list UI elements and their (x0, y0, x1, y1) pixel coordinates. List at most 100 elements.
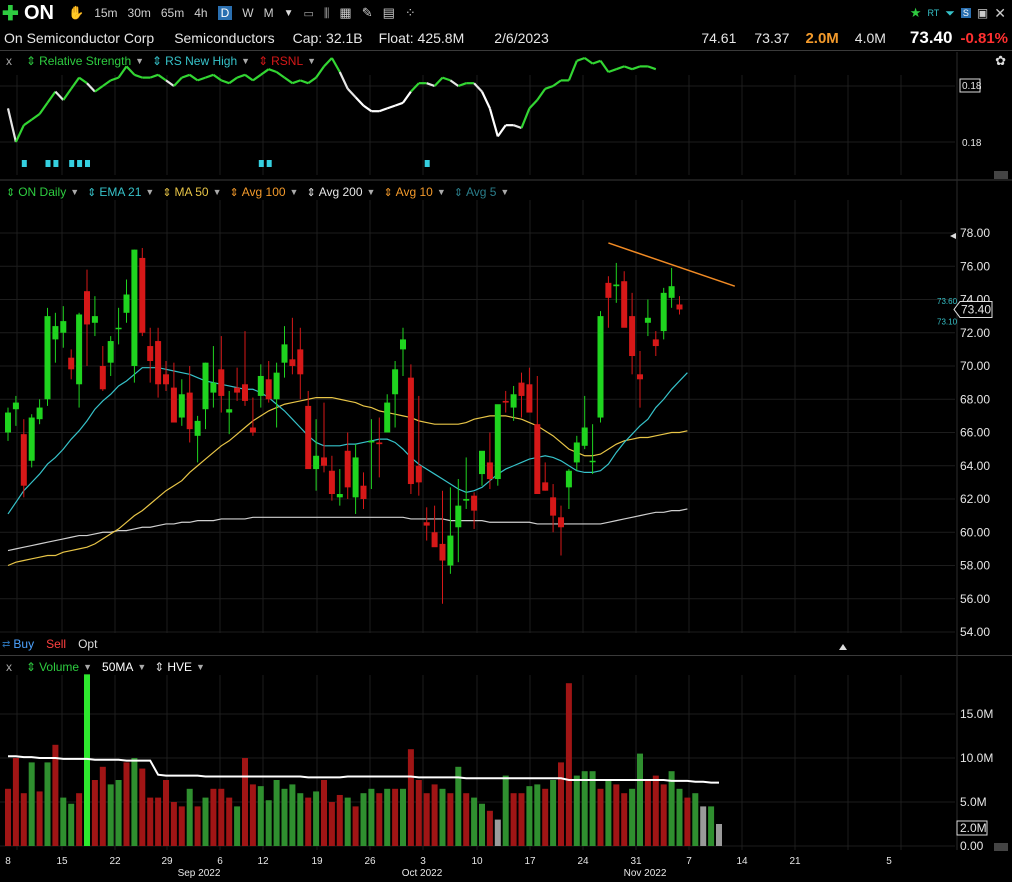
scroll-right-button[interactable] (994, 171, 1008, 179)
interval-W[interactable]: W (242, 6, 254, 20)
price-indicator-label[interactable]: EMA 21 (99, 185, 142, 199)
tv-icon[interactable]: ▭ (303, 7, 314, 20)
interval-M[interactable]: M (263, 6, 274, 20)
candle-body (581, 427, 588, 446)
candle-body (510, 394, 517, 408)
rs-new-high-marker (45, 160, 51, 167)
price-indicator-label[interactable]: ON Daily (18, 185, 67, 199)
interval-dropdown-icon[interactable]: ▼ (283, 7, 294, 19)
candle-body (400, 339, 406, 350)
interval-D[interactable]: D (217, 6, 233, 20)
price-panel-header: ⇕ ON Daily ▼ ⇕ EMA 21 ▼ ⇕ MA 50 ▼ ⇕ Avg 100 ▼ ⇕ Avg 2… (0, 184, 1012, 200)
rs-new-high-marker (258, 160, 264, 167)
close-icon[interactable]: ✕ (994, 4, 1006, 21)
palette-icon[interactable]: ✿ (995, 53, 1006, 68)
chevron-down-icon[interactable]: ▼ (366, 187, 376, 197)
interval-15m[interactable]: 15m (94, 6, 118, 20)
volume-current-tag-label: 2.0M (960, 821, 987, 835)
volume-bar (637, 753, 643, 846)
rs-label[interactable]: Relative Strength (39, 54, 132, 68)
sell-button[interactable]: Sell (46, 637, 67, 651)
volume-ma-label[interactable]: 50MA (102, 660, 134, 674)
hand-icon[interactable]: ✋ (68, 5, 85, 20)
price-indicator-label[interactable]: Avg 10 (395, 185, 433, 199)
rs-line-segment (299, 79, 309, 85)
candle-body (573, 442, 580, 463)
rs-new-high-marker (424, 160, 430, 167)
interval-30m[interactable]: 30m (127, 6, 151, 20)
price-indicator-label[interactable]: MA 50 (174, 185, 209, 199)
notes-icon[interactable]: ▤ (382, 5, 395, 20)
chevron-down-icon[interactable]: ▼ (135, 56, 145, 66)
volume-label[interactable]: Volume (39, 660, 80, 674)
x-tick-label: 17 (524, 856, 536, 867)
calculator-icon[interactable]: ▦ (339, 5, 352, 20)
star-icon[interactable]: ★ (909, 5, 922, 20)
options-button[interactable]: Opt (78, 637, 98, 651)
rs-line-segment (220, 79, 230, 85)
rs-line-segment (236, 73, 246, 79)
x-tick-label: 15 (56, 856, 68, 867)
candle-body (313, 455, 320, 470)
x-period-label: Nov 2022 (624, 868, 667, 879)
close-panel-icon[interactable]: x (6, 660, 12, 674)
candle-body (558, 517, 564, 528)
scan-icon[interactable]: S (960, 8, 971, 18)
add-symbol-icon[interactable]: ✚ (2, 2, 19, 25)
candle-body (76, 314, 83, 385)
price-indicator-label[interactable]: Avg 5 (465, 185, 497, 199)
volume-bar (660, 784, 667, 846)
candle-body (392, 369, 399, 395)
symbol-title[interactable]: ON (24, 1, 54, 24)
scroll-right-button[interactable] (994, 843, 1008, 851)
chevron-down-icon[interactable]: ▼ (436, 187, 446, 197)
interval-65m[interactable]: 65m (160, 6, 185, 20)
trend-line[interactable] (608, 242, 736, 287)
chevron-down-icon[interactable]: ▼ (137, 662, 147, 672)
candle-body (486, 462, 493, 480)
rs-new-high-label[interactable]: RS New High (165, 54, 238, 68)
share-icon[interactable]: ⁘ (404, 5, 416, 20)
rs-line-segment (173, 76, 183, 87)
scroll-up-icon[interactable] (950, 233, 956, 239)
chevron-down-icon[interactable]: ▼ (70, 187, 80, 197)
candle-body (218, 369, 225, 396)
draw-icon[interactable]: ✎ (361, 5, 373, 20)
day-low: 73.37 (754, 30, 790, 46)
x-tick-label: 8 (5, 856, 11, 867)
volume-bar (20, 793, 27, 846)
chevron-down-icon[interactable]: ▼ (241, 56, 251, 66)
candle-body (52, 326, 59, 340)
volume-bar (91, 780, 98, 846)
x-tick-label: 12 (257, 856, 269, 867)
buy-button[interactable]: Buy (13, 637, 35, 651)
save-icon[interactable]: ▣ (976, 6, 989, 20)
chart-type-icon[interactable]: ⫼ (323, 5, 330, 20)
rt-icon[interactable]: RT (927, 8, 940, 18)
close-panel-icon[interactable]: x (6, 54, 12, 68)
candle-body (12, 402, 19, 410)
price-indicator-label[interactable]: Avg 100 (241, 185, 286, 199)
rs-line-segment (189, 73, 199, 82)
chevron-down-icon[interactable]: ▼ (307, 56, 317, 66)
interval-4h[interactable]: 4h (194, 6, 208, 20)
chevron-down-icon[interactable]: ▼ (145, 187, 155, 197)
chevron-down-icon[interactable]: ▼ (83, 662, 93, 672)
volume-bar (550, 780, 557, 846)
volume-bar (242, 758, 248, 846)
hve-label[interactable]: HVE (167, 660, 193, 674)
chevron-down-icon[interactable]: ▼ (196, 662, 205, 672)
rsnl-label[interactable]: RSNL (271, 54, 304, 68)
candle-body (305, 405, 312, 470)
chevron-down-icon[interactable]: ▼ (500, 187, 510, 197)
volume-bar (502, 775, 509, 846)
filter-icon[interactable]: ⏷ (945, 5, 955, 20)
chevron-down-icon[interactable]: ▼ (212, 187, 222, 197)
sector[interactable]: Semiconductors (174, 30, 275, 46)
volume-bar (52, 744, 59, 846)
price-tick-label: 76.00 (960, 259, 990, 273)
price-indicator-label[interactable]: Avg 200 (318, 185, 363, 199)
chevron-down-icon[interactable]: ▼ (289, 187, 299, 197)
candle-body (589, 460, 596, 463)
